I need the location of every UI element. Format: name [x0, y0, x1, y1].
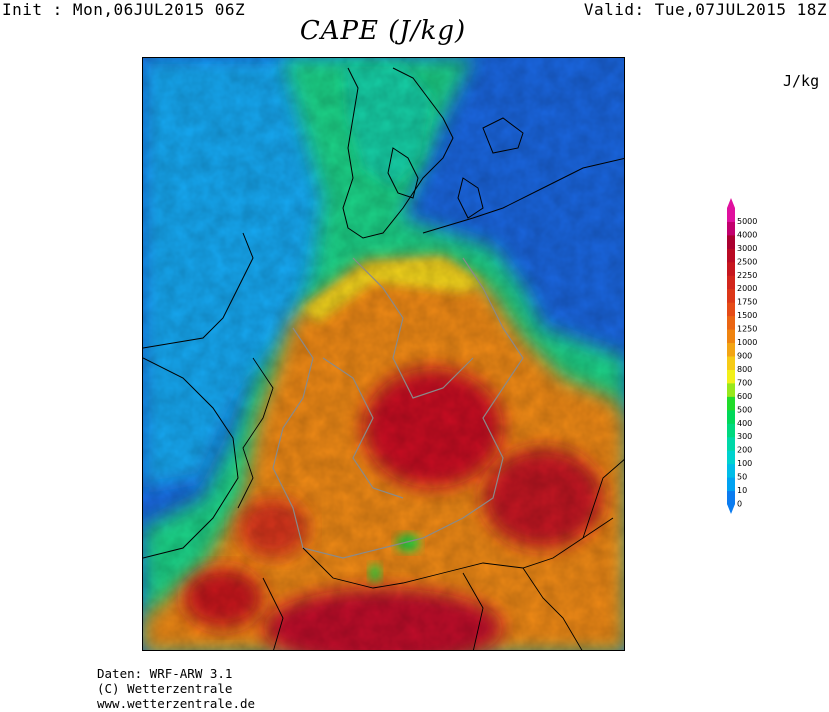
legend-tick-label: 700 — [737, 378, 752, 387]
legend-swatch — [727, 369, 735, 384]
init-time-label: Init : Mon,06JUL2015 06Z — [2, 0, 246, 19]
legend-tick-label: 2500 — [737, 257, 757, 266]
legend-arrow-top — [727, 198, 735, 208]
legend-tick-label: 1500 — [737, 311, 757, 320]
legend-swatch — [727, 409, 735, 424]
legend-swatch — [727, 302, 735, 317]
legend-swatch — [727, 490, 735, 505]
legend-swatch — [727, 234, 735, 249]
legend-tick-label: 100 — [737, 459, 752, 468]
legend-swatch — [727, 423, 735, 438]
footer-copyright: (C) Wetterzentrale — [97, 681, 233, 696]
legend-tick-label: 500 — [737, 405, 752, 414]
legend-swatch — [727, 275, 735, 290]
coastlines — [143, 67, 624, 559]
legend-swatch — [727, 396, 735, 411]
legend-tick-label: 600 — [737, 392, 752, 401]
legend-swatch — [727, 315, 735, 330]
unit-label: J/kg — [783, 72, 820, 90]
texture-overlay — [143, 58, 624, 650]
footer: Daten: WRF-ARW 3.1 (C) Wetterzentrale ww… — [97, 666, 255, 711]
legend-swatch — [727, 342, 735, 357]
legend-tick-label: 5000 — [737, 217, 757, 226]
legend-tick-label: 1750 — [737, 298, 757, 307]
footer-website: www.wetterzentrale.de — [97, 696, 256, 711]
cape-map — [142, 57, 625, 651]
legend-arrow-bottom — [727, 504, 735, 514]
color-legend: 0 10 50 100 200 300 400 500 600 700 800 900 1000 1250… — [722, 196, 782, 516]
legend-tick-label: 400 — [737, 419, 752, 428]
legend-swatch — [727, 329, 735, 344]
legend-swatch — [727, 288, 735, 303]
legend-tick-label: 2250 — [737, 271, 757, 280]
legend-tick-label: 1000 — [737, 338, 757, 347]
legend-tick-label: 4000 — [737, 230, 757, 239]
legend-swatch — [727, 450, 735, 465]
legend-swatch — [727, 221, 735, 236]
legend-swatch — [727, 356, 735, 370]
legend-tick-label: 10 — [737, 486, 747, 495]
legend-swatch — [727, 248, 735, 263]
legend-tick-label: 200 — [737, 446, 752, 455]
legend-swatch — [727, 208, 735, 222]
legend-tick-label: 300 — [737, 432, 752, 441]
footer-data-source: Daten: WRF-ARW 3.1 — [97, 666, 233, 681]
legend-tick-label: 2000 — [737, 284, 757, 293]
legend-tick-label: 1250 — [737, 325, 757, 334]
legend-swatch — [727, 436, 735, 451]
country-borders-black — [237, 357, 624, 650]
legend-swatch — [727, 261, 735, 276]
legend-swatch — [727, 463, 735, 478]
legend-swatch — [727, 382, 735, 397]
map-title: CAPE (J/kg) — [299, 16, 467, 46]
country-borders — [272, 257, 524, 559]
legend-swatch — [727, 477, 735, 492]
legend-tick-label: 900 — [737, 352, 752, 361]
legend-tick-label: 50 — [737, 473, 747, 482]
legend-tick-label: 800 — [737, 365, 752, 374]
valid-time-label: Valid: Tue,07JUL2015 18Z — [583, 0, 827, 19]
legend-tick-label: 3000 — [737, 244, 757, 253]
legend-tick-label: 0 — [737, 500, 742, 509]
